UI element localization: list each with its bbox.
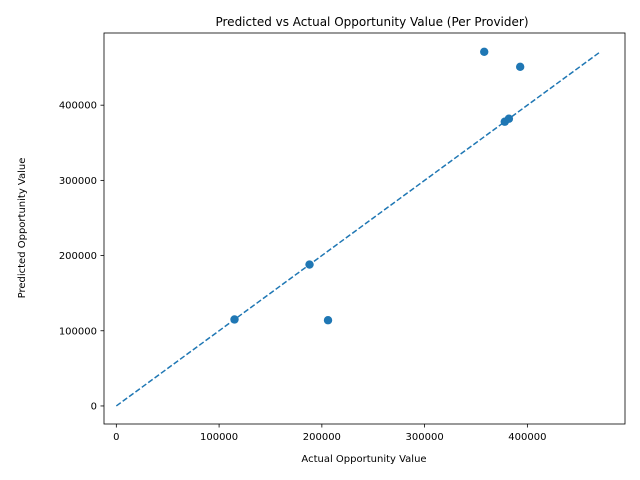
- data-point: [515, 62, 525, 72]
- plot-frame: [103, 32, 626, 425]
- data-point: [504, 114, 514, 123]
- data-point: [323, 316, 333, 325]
- x-axis-label: Actual Opportunity Value: [301, 454, 426, 465]
- y-tick-label: 0: [91, 401, 97, 412]
- x-tick-label: 400000: [508, 432, 546, 443]
- plot-area: [103, 32, 626, 425]
- reference-line-layer: [115, 51, 601, 407]
- y-axis: 0 100000 200000 300000 400000: [59, 101, 104, 412]
- x-tick-label: 200000: [303, 432, 341, 443]
- y-axis-label: Predicted Opportunity Value: [17, 158, 28, 299]
- x-axis: 0 100000 200000 300000 400000: [113, 424, 546, 443]
- y-tick-label: 400000: [59, 101, 97, 112]
- chart-title: Predicted vs Actual Opportunity Value (P…: [215, 15, 528, 29]
- reference-line: [115, 51, 601, 407]
- x-tick-label: 100000: [200, 432, 238, 443]
- x-tick-label: 0: [113, 432, 119, 443]
- data-point: [305, 260, 314, 269]
- y-tick-label: 200000: [59, 251, 97, 262]
- data-point: [230, 315, 239, 324]
- data-point: [480, 47, 489, 56]
- y-tick-label: 300000: [59, 176, 97, 187]
- data-points-layer: [230, 47, 525, 325]
- x-tick-label: 300000: [406, 432, 444, 443]
- y-tick-label: 100000: [59, 326, 97, 337]
